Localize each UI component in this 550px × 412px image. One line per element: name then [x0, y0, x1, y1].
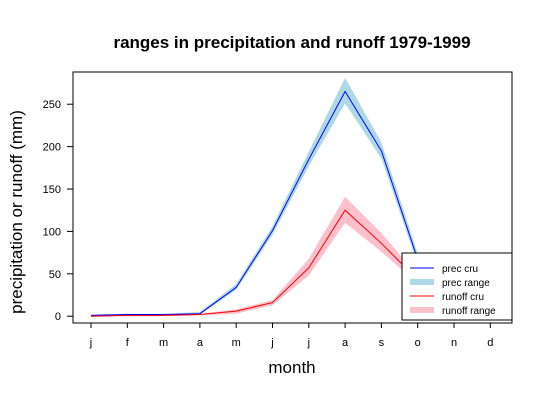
runoff-range-legend-label: runoff range — [442, 306, 496, 317]
y-tick-label: 150 — [43, 184, 61, 196]
legend: prec cru prec range runoff cru runoff range — [401, 252, 513, 321]
x-tick-label: a — [197, 337, 204, 349]
y-tick-label: 200 — [43, 142, 61, 154]
range-bands — [91, 77, 491, 317]
x-tick-label: m — [159, 337, 168, 349]
chart-title: ranges in precipitation and runoff 1979-… — [113, 33, 470, 52]
y-tick-label: 100 — [43, 226, 61, 238]
x-tick-label: j — [307, 337, 310, 349]
plot-frame — [72, 71, 513, 324]
runoff-cru-legend-label: runoff cru — [442, 292, 484, 303]
x-tick-label: a — [342, 337, 349, 349]
y-tick-label: 50 — [49, 269, 61, 281]
prec-range-band — [91, 77, 491, 317]
y-axis-label: precipitation or runoff (mm) — [7, 110, 26, 314]
y-tick-label: 0 — [55, 311, 61, 323]
x-tick-label: f — [126, 337, 130, 349]
prec-range-legend-label: prec range — [442, 278, 490, 289]
x-tick-label: j — [270, 337, 273, 349]
x-tick-label: m — [232, 337, 241, 349]
x-tick-label: o — [415, 337, 421, 349]
y-tick-label: 250 — [43, 99, 61, 111]
x-tick-label: j — [89, 337, 92, 349]
x-axis-label: month — [268, 358, 315, 377]
x-tick-label: d — [487, 337, 493, 349]
x-tick-label: s — [379, 337, 385, 349]
prec-cru-legend-label: prec cru — [442, 264, 478, 275]
y-axis: 0 50 100 150 200 250 — [43, 99, 73, 323]
x-tick-label: n — [451, 337, 457, 349]
